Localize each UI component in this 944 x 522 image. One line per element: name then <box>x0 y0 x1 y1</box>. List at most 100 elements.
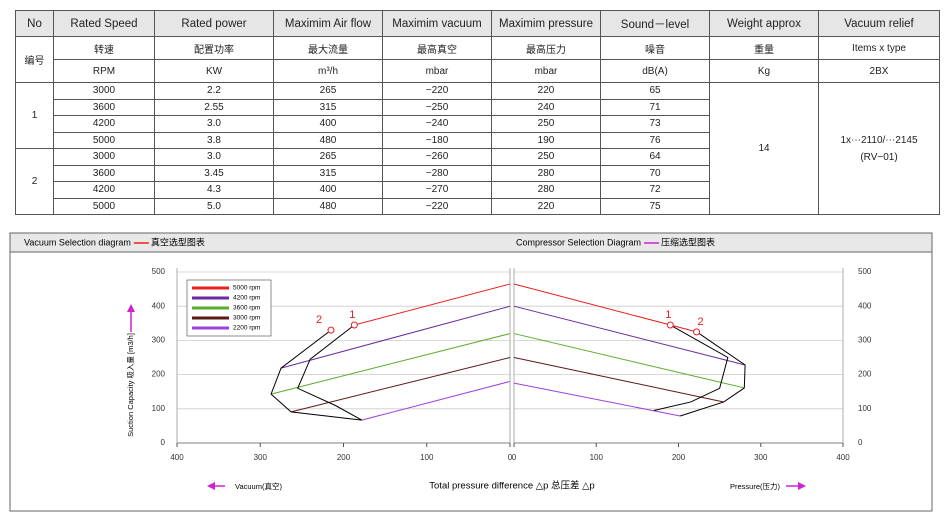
direction-label: Pressure(压力) <box>730 481 781 491</box>
table-cell: −240 <box>382 115 492 133</box>
table-cell: 最高真空 <box>382 36 492 60</box>
table-cell: mbar <box>382 59 492 83</box>
legend-label: 3000 rpm <box>233 315 260 322</box>
y-tick-label: 500 <box>152 267 166 276</box>
chart-subtitle: 压缩选型图表 <box>661 236 715 247</box>
table-cell: 400 <box>273 181 383 199</box>
series-line <box>513 382 681 417</box>
relief-line: 1x⋯2110/⋯2145 <box>840 134 918 146</box>
table-cell: 2.55 <box>154 98 274 116</box>
y-tick-label: 200 <box>858 370 872 379</box>
table-row: No Rated Speed Rated power Maximim Air flow… <box>15 10 940 37</box>
table-cell: RPM <box>53 59 155 83</box>
table-cell: 编号 <box>15 36 54 83</box>
spec-table: No Rated Speed Rated power Maximim Air flow… <box>15 10 940 215</box>
x-tick-label: 200 <box>337 453 351 462</box>
x-tick-label: 400 <box>836 453 850 462</box>
table-cell: −180 <box>382 131 492 149</box>
table-cell: mbar <box>491 59 601 83</box>
table-cell: 64 <box>600 148 710 166</box>
envelope-line <box>297 324 363 421</box>
table-row: 1 3000 2.2 265 −220 220 65 14 1x⋯2110/⋯2145 (RV−0… <box>15 82 940 215</box>
y-arrow-head <box>127 304 135 312</box>
table-cell: Maximim vacuum <box>382 10 492 37</box>
table-cell: 3000 <box>53 148 155 166</box>
series-line <box>513 357 724 403</box>
table-cell: 280 <box>491 181 601 199</box>
table-cell: Maximim pressure <box>491 10 601 37</box>
table-cell: Sound－level <box>600 10 710 37</box>
series-line <box>280 305 511 369</box>
chart-header <box>9 232 933 253</box>
direction-arrow-head <box>798 482 806 490</box>
y-tick-label: 400 <box>152 301 166 310</box>
table-cell: 转速 <box>53 36 155 60</box>
operating-point <box>693 328 701 336</box>
y-tick-label: 0 <box>161 438 166 447</box>
table-cell: 14 <box>709 82 819 215</box>
table-cell: Weight approx <box>709 10 819 37</box>
table-cell: 3000 <box>53 82 155 100</box>
table-cell: 72 <box>600 181 710 199</box>
series-line <box>513 333 745 389</box>
table-cell: dB(A) <box>600 59 710 83</box>
chart-panel <box>9 232 933 512</box>
table-cell: 280 <box>491 164 601 182</box>
table-cell: 240 <box>491 98 601 116</box>
x-tick-label: 300 <box>254 453 268 462</box>
table-cell: 最大流量 <box>273 36 383 60</box>
table-cell: −260 <box>382 148 492 166</box>
series-line <box>513 283 697 333</box>
table-cell: Kg <box>709 59 819 83</box>
table-cell: Items x type <box>818 36 940 60</box>
table-cell: 400 <box>273 115 383 133</box>
table-cell: −280 <box>382 164 492 182</box>
table-cell: 3600 <box>53 164 155 182</box>
y-tick-label: 100 <box>858 404 872 413</box>
x-tick-label: 0 <box>512 453 517 462</box>
table-cell: Rated power <box>154 10 274 37</box>
series-line <box>361 380 511 421</box>
table-cell: 5000 <box>53 197 155 215</box>
y-tick-label: 300 <box>858 336 872 345</box>
point-label: 2 <box>316 314 322 326</box>
table-row: 2 3000 3.0 265 −260 250 64 <box>15 148 940 215</box>
series-line <box>513 305 746 366</box>
table-cell: 最高压力 <box>491 36 601 60</box>
y-tick-label: 300 <box>152 336 166 345</box>
legend-label: 2200 rpm <box>233 325 260 332</box>
table-row: 3600 2.55 315 −250 240 71 <box>16 98 940 116</box>
x-tick-label: 400 <box>170 453 184 462</box>
table-cell: −270 <box>382 181 492 199</box>
series-line <box>354 283 511 326</box>
table-cell: 71 <box>600 98 710 116</box>
point-label: 1 <box>665 309 671 321</box>
legend-label: 3600 rpm <box>233 305 260 312</box>
table-row: 编号 转速 配置功率 最大流量 最高真空 最高压力 噪音 重量 Items x type <box>15 36 940 83</box>
envelope-line <box>653 324 729 411</box>
table-row: RPM KW m³/h mbar mbar dB(A) Kg 2BX <box>16 59 940 83</box>
table-cell: 315 <box>273 164 383 182</box>
table-cell: Rated Speed <box>53 10 155 37</box>
table-cell: 265 <box>273 148 383 166</box>
table-cell: No <box>15 10 54 37</box>
direction-arrow-head <box>207 482 215 490</box>
table-cell: 70 <box>600 164 710 182</box>
envelope-line <box>270 329 362 421</box>
table-cell: 250 <box>491 148 601 166</box>
table-cell: KW <box>154 59 274 83</box>
point-label: 2 <box>698 316 704 328</box>
y-tick-label: 100 <box>152 404 166 413</box>
table-cell: 73 <box>600 115 710 133</box>
table-cell: 75 <box>600 197 710 215</box>
table-cell: m³/h <box>273 59 383 83</box>
y-tick-label: 200 <box>152 370 166 379</box>
table-cell: Maximim Air flow <box>273 10 383 37</box>
table-cell: 3.8 <box>154 131 274 149</box>
table-cell: 4200 <box>53 115 155 133</box>
table-cell: 1 <box>15 82 54 149</box>
x-tick-label: 300 <box>754 453 768 462</box>
table-cell: −220 <box>382 82 492 100</box>
